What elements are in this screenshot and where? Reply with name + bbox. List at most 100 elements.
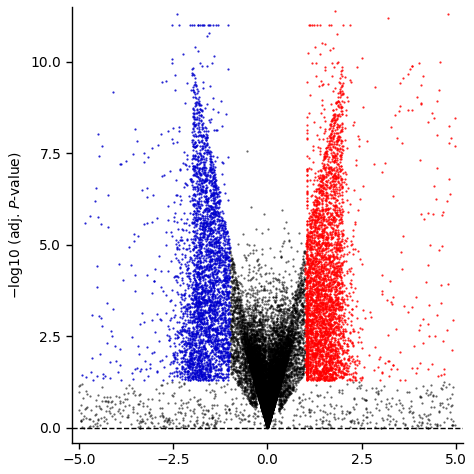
Point bbox=[317, 352, 325, 360]
Point bbox=[261, 403, 269, 410]
Point bbox=[214, 211, 221, 219]
Point bbox=[267, 372, 274, 380]
Point bbox=[316, 312, 323, 319]
Point bbox=[210, 199, 218, 207]
Point bbox=[325, 191, 332, 199]
Point bbox=[263, 383, 271, 391]
Point bbox=[271, 378, 278, 385]
Point bbox=[303, 319, 311, 327]
Point bbox=[195, 361, 203, 369]
Point bbox=[240, 332, 247, 340]
Point bbox=[241, 357, 249, 365]
Point bbox=[282, 378, 290, 386]
Point bbox=[247, 386, 255, 393]
Point bbox=[323, 317, 330, 325]
Point bbox=[190, 154, 198, 162]
Point bbox=[177, 383, 184, 390]
Point bbox=[251, 358, 258, 365]
Point bbox=[265, 415, 273, 422]
Point bbox=[271, 372, 279, 380]
Point bbox=[260, 412, 268, 419]
Point bbox=[269, 369, 276, 376]
Point bbox=[275, 349, 283, 356]
Point bbox=[313, 402, 320, 410]
Point bbox=[220, 331, 228, 338]
Point bbox=[246, 335, 254, 343]
Point bbox=[257, 384, 265, 392]
Point bbox=[333, 189, 340, 196]
Point bbox=[269, 274, 277, 282]
Point bbox=[244, 355, 251, 362]
Point bbox=[268, 376, 275, 384]
Point bbox=[268, 407, 276, 415]
Point bbox=[267, 403, 275, 411]
Point bbox=[273, 378, 281, 386]
Point bbox=[244, 343, 251, 350]
Point bbox=[303, 295, 311, 303]
Point bbox=[266, 397, 273, 404]
Point bbox=[264, 326, 272, 334]
Point bbox=[259, 382, 267, 389]
Point bbox=[331, 346, 339, 354]
Point bbox=[322, 171, 330, 178]
Point bbox=[252, 368, 259, 376]
Point bbox=[185, 344, 193, 351]
Point bbox=[274, 384, 282, 392]
Point bbox=[347, 418, 355, 426]
Point bbox=[261, 397, 268, 405]
Point bbox=[195, 111, 202, 118]
Point bbox=[264, 413, 272, 420]
Point bbox=[270, 381, 277, 388]
Point bbox=[243, 360, 251, 367]
Point bbox=[416, 413, 424, 420]
Point bbox=[256, 334, 264, 342]
Point bbox=[192, 332, 200, 340]
Point bbox=[133, 409, 141, 417]
Point bbox=[225, 274, 233, 282]
Point bbox=[266, 362, 274, 370]
Point bbox=[249, 334, 256, 341]
Point bbox=[230, 284, 238, 292]
Point bbox=[268, 400, 276, 408]
Point bbox=[266, 410, 274, 418]
Point bbox=[214, 238, 222, 246]
Point bbox=[228, 323, 235, 330]
Point bbox=[256, 396, 264, 403]
Point bbox=[260, 366, 268, 374]
Point bbox=[263, 416, 271, 424]
Point bbox=[271, 388, 278, 396]
Point bbox=[302, 320, 310, 328]
Point bbox=[272, 384, 280, 392]
Point bbox=[256, 391, 264, 398]
Point bbox=[277, 352, 285, 359]
Point bbox=[251, 368, 258, 375]
Point bbox=[277, 345, 284, 352]
Point bbox=[333, 325, 340, 332]
Point bbox=[337, 335, 344, 342]
Point bbox=[195, 250, 203, 258]
Point bbox=[247, 383, 255, 391]
Point bbox=[280, 364, 287, 372]
Point bbox=[262, 398, 269, 405]
Point bbox=[198, 357, 205, 365]
Point bbox=[267, 411, 275, 419]
Point bbox=[258, 396, 266, 403]
Point bbox=[242, 339, 250, 347]
Point bbox=[266, 404, 274, 411]
Point bbox=[195, 314, 202, 321]
Point bbox=[273, 357, 281, 365]
Point bbox=[257, 395, 264, 402]
Point bbox=[207, 363, 214, 370]
Point bbox=[267, 413, 274, 421]
Point bbox=[242, 337, 249, 345]
Point bbox=[279, 367, 286, 374]
Point bbox=[257, 391, 265, 399]
Point bbox=[272, 392, 279, 400]
Point bbox=[340, 414, 348, 422]
Point bbox=[255, 345, 263, 353]
Point bbox=[285, 342, 292, 350]
Point bbox=[310, 296, 317, 304]
Point bbox=[266, 384, 274, 392]
Point bbox=[226, 329, 233, 337]
Point bbox=[279, 349, 287, 357]
